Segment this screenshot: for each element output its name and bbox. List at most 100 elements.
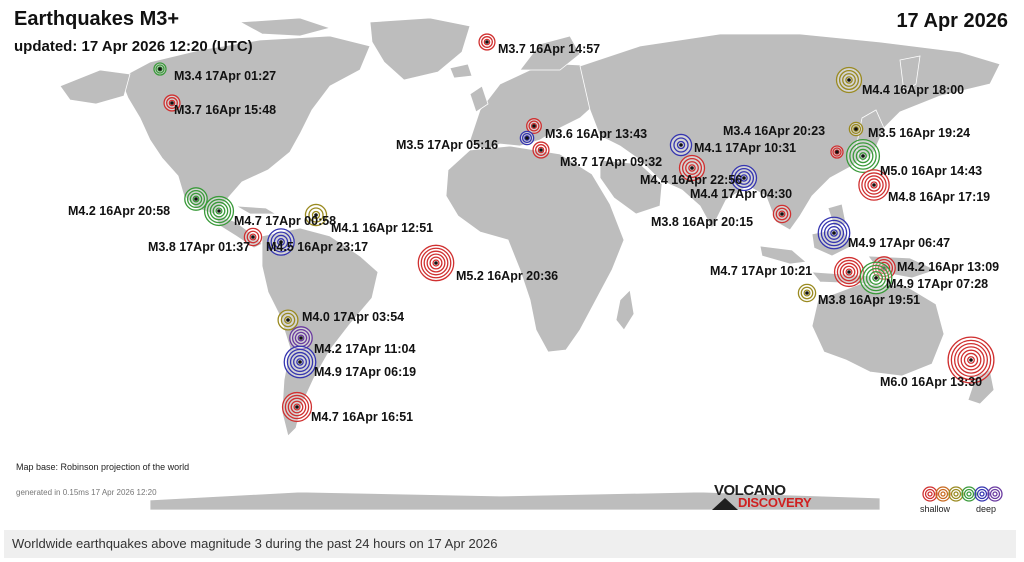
quake-ring [535,144,547,156]
quake-ring [524,135,530,141]
quake-marker[interactable] [858,169,890,201]
quake-ring [737,171,751,185]
quake-epicenter-dot [298,360,302,364]
quake-marker[interactable] [277,309,299,331]
earthquake-labels: M3.4 17Apr 01:27 M3.7 16Apr 15:48 M3.7 16A… [68,42,999,424]
quake-ring [537,146,545,154]
quake-ring [423,250,449,276]
quake-epicenter-dot [279,240,283,244]
quake-ring [215,207,223,215]
quake-marker[interactable] [281,391,313,423]
quake-marker[interactable] [848,121,864,137]
quake-ring [212,204,226,218]
quake-label: M3.6 16Apr 13:43 [545,127,647,141]
quake-ring [681,157,703,179]
quake-ring [845,268,853,276]
quake-marker[interactable] [947,336,995,384]
quake-label: M4.2 16Apr 20:58 [68,204,170,218]
quake-marker[interactable] [153,62,167,76]
quake-ring [850,123,862,135]
quake-marker[interactable] [163,94,181,112]
quake-marker[interactable] [478,33,496,51]
quake-ring [775,207,789,221]
quake-ring [293,403,301,411]
updated-subtitle: updated: 17 Apr 2026 12:20 (UTC) [14,38,253,55]
legend-depth-ring [992,491,998,497]
quake-ring [286,348,314,376]
quake-marker[interactable] [289,326,313,350]
quake-marker[interactable] [203,195,235,227]
quake-ring [676,140,686,150]
quake-marker[interactable] [243,227,263,247]
quake-ring [867,178,881,192]
quake-ring [852,145,874,167]
quake-epicenter-dot [835,150,839,154]
quake-epicenter-dot [780,212,784,216]
quake-marker[interactable] [845,138,881,174]
quake-ring [839,262,859,282]
legend-shallow-label: shallow [920,504,951,514]
quake-epicenter-dot [847,78,851,82]
quake-marker[interactable] [184,187,208,211]
quake-ring [823,222,845,244]
quake-marker[interactable] [859,261,893,295]
legend-depth-ring [948,486,964,502]
quake-marker[interactable] [835,66,863,94]
quake-marker[interactable] [833,256,865,288]
quake-epicenter-dot [969,358,973,362]
quake-ring [842,73,856,87]
quake-ring [166,97,178,109]
quake-marker[interactable] [526,118,542,134]
quake-label: M3.8 17Apr 01:37 [148,240,250,254]
quake-epicenter-dot [194,197,198,201]
quake-marker[interactable] [730,164,758,192]
quake-marker[interactable] [772,204,792,224]
quake-ring [872,274,880,282]
quake-ring [284,316,292,324]
quake-ring [483,38,491,46]
quake-label: M4.2 16Apr 13:09 [897,260,999,274]
quake-ring [289,351,311,373]
legend-depth-ring [924,488,936,500]
quake-marker[interactable] [678,154,706,182]
land-masses [59,17,1001,511]
volcano-icon [712,498,738,510]
quake-ring [834,149,840,155]
quake-label: M5.2 16Apr 20:36 [456,269,558,283]
quake-label: M3.5 17Apr 05:16 [396,138,498,152]
quake-ring [859,152,867,160]
quake-label: M3.7 16Apr 15:48 [174,103,276,117]
quake-ring [284,394,310,420]
quake-ring [157,66,163,72]
quake-ring [277,238,285,246]
quake-marker[interactable] [817,216,851,250]
quake-marker[interactable] [669,133,693,157]
quake-ring [246,230,260,244]
quake-marker[interactable] [519,130,535,146]
quake-ring [836,259,862,285]
quake-marker[interactable] [304,203,328,227]
quake-marker[interactable] [797,283,817,303]
quake-epicenter-dot [874,276,878,280]
quake-marker[interactable] [532,141,550,159]
quake-label: M4.2 17Apr 11:04 [314,342,415,356]
quake-ring [740,174,748,182]
quake-label: M4.1 16Apr 12:51 [331,221,433,235]
quake-ring [960,349,982,371]
quake-marker[interactable] [417,244,455,282]
quake-ring [186,189,206,209]
quake-ring [290,400,304,414]
quake-ring [853,126,859,132]
quake-epicenter-dot [286,318,290,322]
quake-label: M4.7 17Apr 00:58 [234,214,336,228]
quake-marker[interactable] [283,345,317,379]
quake-epicenter-dot [532,124,536,128]
quake-ring [273,234,289,250]
quake-marker[interactable] [267,228,295,256]
quake-ring [870,181,878,189]
quake-label: M3.8 16Apr 19:51 [818,293,920,307]
quake-ring [800,286,814,300]
quake-marker[interactable] [830,145,844,159]
volcanodiscovery-logo[interactable]: VOLCANO DISCOVERY [712,482,822,512]
quake-ring [209,201,229,221]
